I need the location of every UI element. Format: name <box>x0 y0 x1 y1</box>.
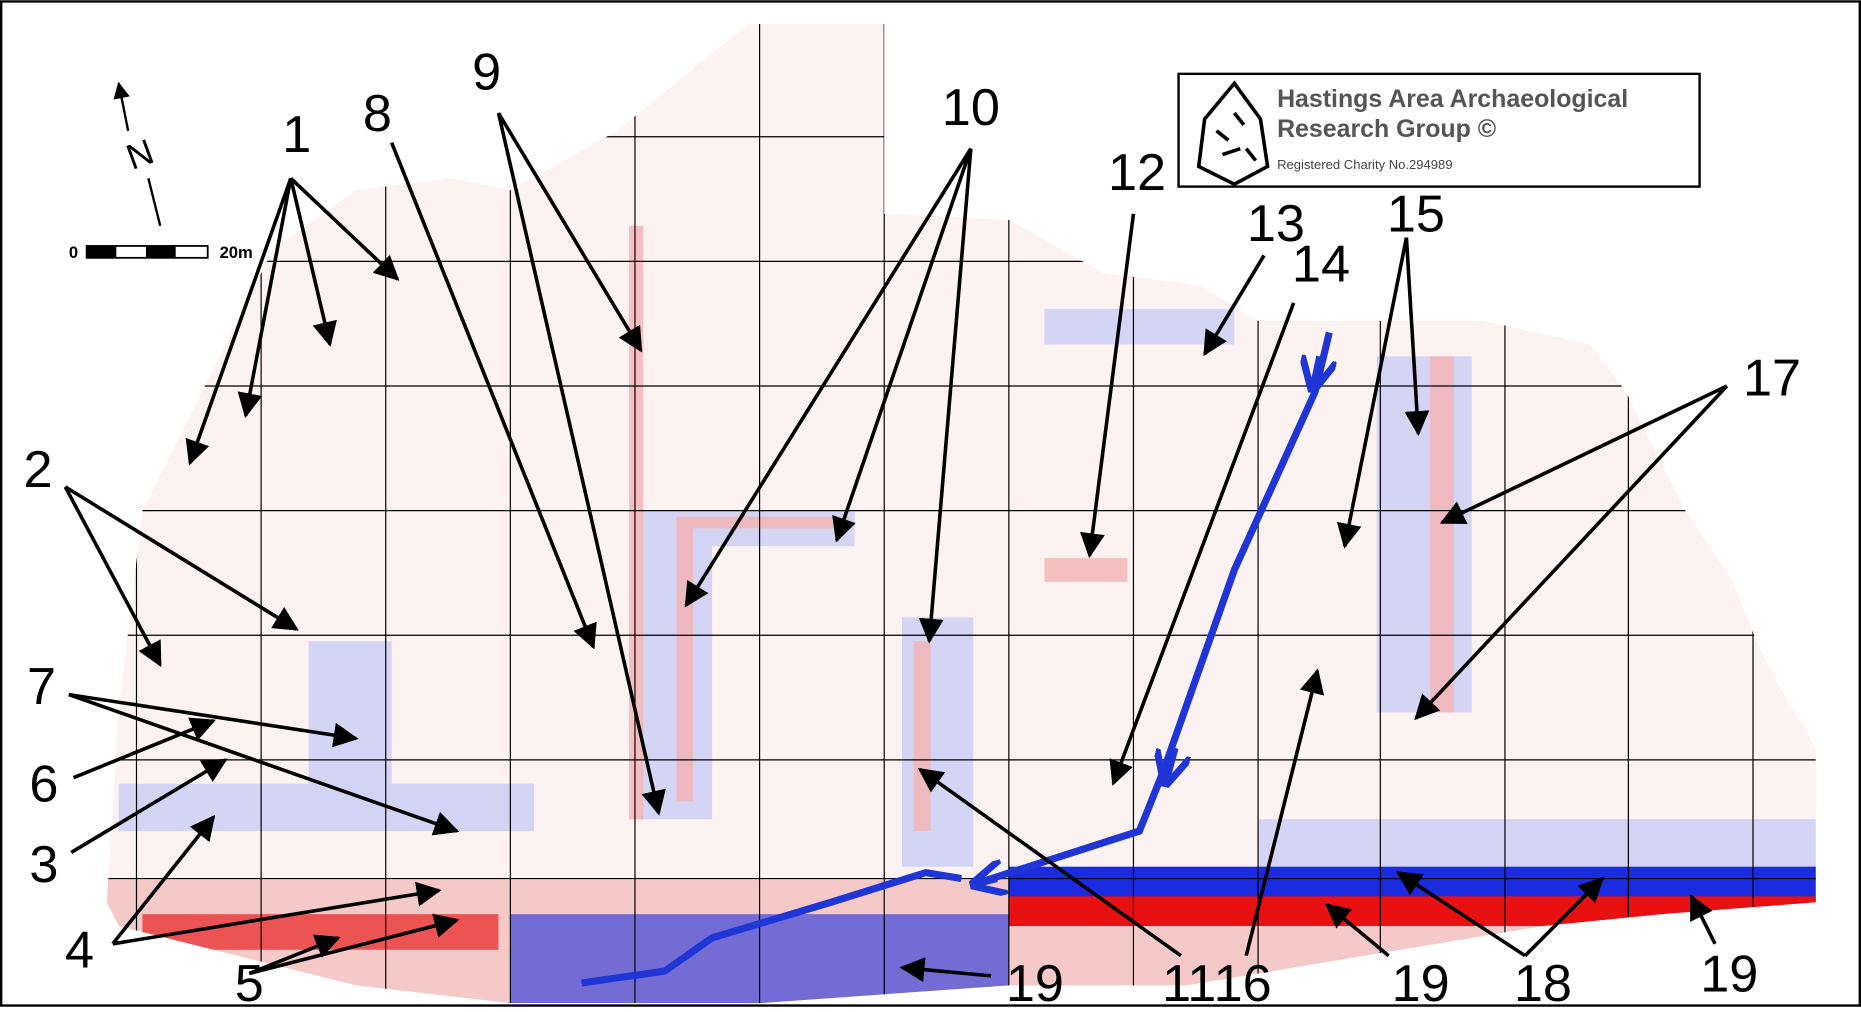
scale-end: 20m <box>220 243 253 262</box>
annotation-label: 6 <box>29 755 58 813</box>
annotation-label: 4 <box>65 922 94 980</box>
annotation-label: 9 <box>472 43 501 101</box>
annotation-label: 17 <box>1743 349 1801 407</box>
annotation-label: 5 <box>235 955 264 1007</box>
annotation-label: 16 <box>1214 955 1272 1007</box>
annotation-label: 15 <box>1387 186 1445 244</box>
annotation-label: 19 <box>1700 945 1758 1003</box>
scale-start: 0 <box>69 243 78 262</box>
annotation-label: 7 <box>27 658 56 716</box>
annotation-label: 19 <box>1006 955 1064 1007</box>
annotation-label: 10 <box>942 79 1000 137</box>
survey-map: N 0 20m Hastings Area Archaeological Res… <box>0 0 1861 1007</box>
annotation-label: 3 <box>29 836 58 894</box>
annotation-label: 1 <box>282 106 311 164</box>
logo-title: Hastings Area Archaeological <box>1277 85 1628 113</box>
annotation-label: 2 <box>23 441 52 499</box>
annotation-label: 19 <box>1392 955 1450 1007</box>
annotation-label: 11 <box>1162 955 1216 1007</box>
annotation-label: 14 <box>1292 236 1350 294</box>
annotation-label: 12 <box>1108 144 1166 202</box>
annotation-label: 18 <box>1514 955 1572 1007</box>
logo-charity: Registered Charity No.294989 <box>1277 157 1453 172</box>
annotation-label: 8 <box>363 85 392 143</box>
logo-title: Research Group © <box>1277 115 1496 143</box>
logo: Hastings Area Archaeological Research Gr… <box>1179 74 1700 187</box>
page: {"north": "N", "scale": {"start": "0", "… <box>0 0 1861 1007</box>
